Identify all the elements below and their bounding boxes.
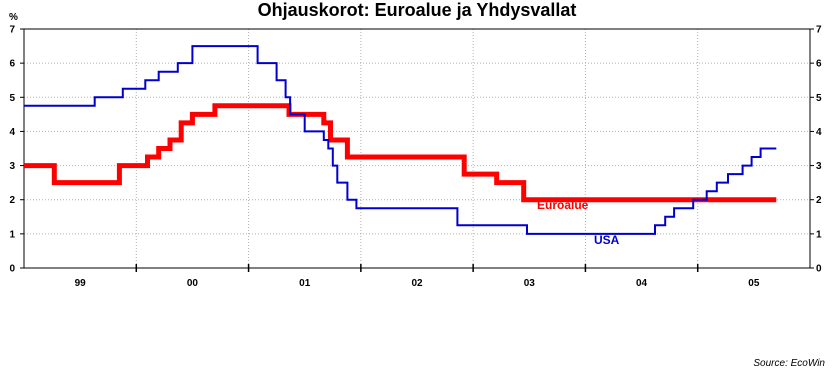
y-tick-label-right: 4 [816,127,822,138]
y-tick-label-left: 2 [9,195,15,206]
x-axis: 99 00 01 02 03 04 05 [75,264,760,289]
y-tick-label-left: 3 [9,161,15,172]
series-line-euroalue [24,103,777,203]
y-tick-label-left: 5 [9,93,15,104]
y-tick-label-right: 5 [816,93,822,104]
x-tick-label: 02 [411,278,423,289]
x-tick-label: 04 [636,278,648,289]
y-axis-left: 0 1 2 3 4 5 6 7 [9,25,24,275]
series-label-usa: USA [594,233,620,247]
chart-title: Ohjauskorot: Euroalue ja Yhdysvallat [258,0,577,20]
series-label-euroalue: Euroalue [537,198,589,212]
y-tick-label-left: 7 [9,25,15,36]
y-tick-label-left: 4 [9,127,15,138]
y-tick-label-right: 3 [816,161,822,172]
source-note: Source: EcoWin [753,358,825,369]
x-tick-label: 01 [299,278,311,289]
series-group [24,45,777,235]
x-tick-label: 05 [748,278,760,289]
x-tick-label: 99 [75,278,87,289]
y-tick-label-right: 7 [816,25,822,36]
y-tick-label-right: 1 [816,229,822,240]
x-tick-label: 03 [524,278,536,289]
y-tick-label-right: 6 [816,59,822,70]
x-tick-label: 00 [187,278,199,289]
y-axis-right: 0 1 2 3 4 5 6 7 [810,25,822,275]
y-tick-label-left: 0 [9,264,15,275]
series-line-usa [24,45,777,235]
gridlines [24,29,810,268]
y-tick-label-right: 0 [816,264,822,275]
y-tick-label-left: 6 [9,59,15,70]
y-tick-label-right: 2 [816,195,822,206]
y-tick-label-left: 1 [9,229,15,240]
plot-frame [23,28,811,269]
y-axis-unit: % [9,12,18,23]
